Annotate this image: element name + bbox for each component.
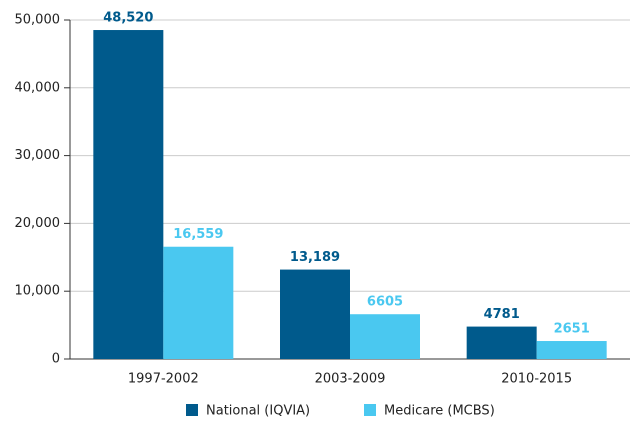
value-label: 13,189 [290, 250, 340, 265]
bar [466, 326, 537, 359]
legend-label: Medicare (MCBS) [384, 404, 495, 419]
bar [280, 269, 350, 359]
y-tick-label: 10,000 [15, 284, 61, 299]
y-tick-label: 40,000 [15, 80, 61, 95]
bar [163, 246, 234, 359]
value-label: 2651 [554, 322, 590, 337]
legend-swatch [186, 404, 198, 416]
legend-swatch [364, 404, 376, 416]
y-tick-label: 20,000 [15, 216, 61, 231]
bar [350, 314, 420, 359]
y-tick-label: 50,000 [15, 13, 61, 28]
x-tick-label: 2003-2009 [315, 372, 386, 387]
y-tick-label: 0 [52, 352, 60, 367]
bar [536, 341, 607, 359]
bar [93, 30, 164, 360]
value-label: 4781 [484, 307, 520, 322]
y-tick-label: 30,000 [15, 148, 61, 163]
value-label: 6605 [367, 295, 403, 310]
x-tick-label: 2010-2015 [501, 372, 572, 387]
value-label: 16,559 [173, 227, 223, 242]
x-tick-label: 1997-2002 [128, 372, 199, 387]
legend-label: National (IQVIA) [206, 404, 310, 419]
value-label: 48,520 [103, 11, 153, 26]
